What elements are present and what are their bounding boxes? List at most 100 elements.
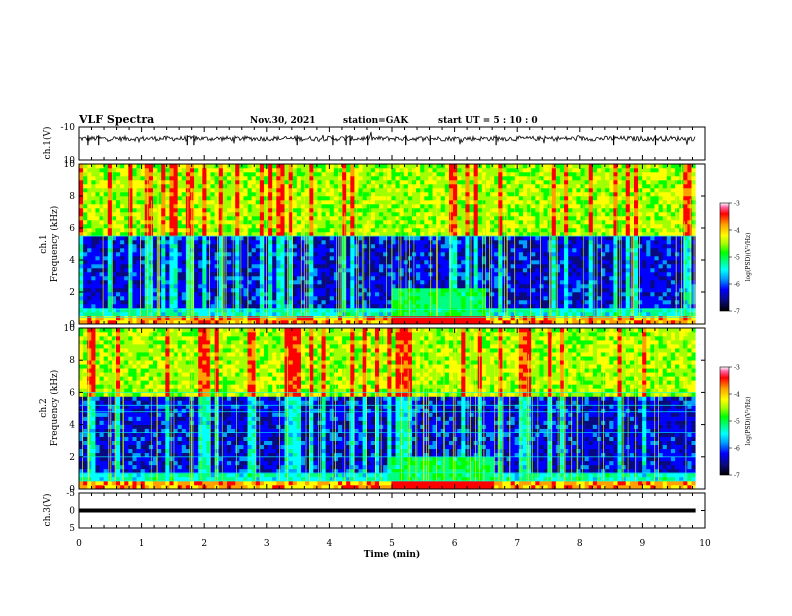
spectrogram-cell [194,292,198,296]
spectrogram-cell [326,224,330,228]
spectrogram-cell [449,264,453,268]
spectrogram-cell [91,192,95,196]
spectrogram-cell [145,312,149,316]
spectrogram-cell [367,244,371,248]
spectrogram-cell [379,236,383,240]
spectrogram-cell [568,284,572,288]
spectrogram-cell [519,316,523,320]
spectrogram-cell [95,184,99,188]
spectrogram-cell [363,204,367,208]
spectrogram-cell [169,224,173,228]
spectrogram-cell [387,236,391,240]
spectrogram-cell [568,288,572,292]
spectrogram-cell [91,300,95,304]
spectrogram-cell [141,296,145,300]
spectrogram-cell [424,216,428,220]
spectrogram-cell [256,200,260,204]
spectrogram-cell [560,184,564,188]
spectrogram-cell [243,268,247,272]
spectrogram-cell [301,192,305,196]
spectrogram-cell [560,244,564,248]
spectrogram-cell [141,264,145,268]
spectrogram-cell [383,204,387,208]
spectrogram-cell [120,208,124,212]
spectrogram-cell [211,164,215,168]
spectrogram-cell [297,288,301,292]
spectrogram-cell [219,216,223,220]
spectrogram-cell [272,264,276,268]
spectrogram-cell [420,312,424,316]
spectrogram-cell [317,204,321,208]
spectrogram-cell [486,220,490,224]
spectrogram-cell [124,212,128,216]
spectrogram-cell [256,212,260,216]
spectrogram-cell [470,316,474,320]
spectrogram-cell [215,296,219,300]
spectrogram-cell [457,188,461,192]
spectrogram-cell [128,180,132,184]
spectrogram-cell [502,192,506,196]
spectrogram-cell [239,204,243,208]
spectrogram-cell [457,224,461,228]
spectrogram-cell [91,248,95,252]
spectrogram-cell [424,220,428,224]
spectrogram-cell [519,192,523,196]
spectrogram-cell [178,228,182,232]
spectrogram-cell [519,248,523,252]
spectrogram-cell [79,304,83,308]
spectrogram-cell [206,260,210,264]
spectrogram-cell [116,292,120,296]
spectrogram-cell [486,168,490,172]
spectrogram-cell [169,280,173,284]
spectrogram-cell [231,188,235,192]
spectrogram-cell [95,264,99,268]
spectrogram-cell [301,188,305,192]
spectrogram-cell [330,244,334,248]
spectrogram-cell [535,172,539,176]
spectrogram-cell [239,240,243,244]
spectrogram-cell [470,256,474,260]
spectrogram-cell [243,300,247,304]
spectrogram-cell [141,244,145,248]
spectrogram-cell [227,236,231,240]
spectrogram-cell [474,236,478,240]
spectrogram-cell [552,272,556,276]
spectrogram-cell [449,296,453,300]
spectrogram-cell [544,204,548,208]
spectrogram-cell [239,184,243,188]
spectrogram-cell [313,244,317,248]
spectrogram-cell [165,216,169,220]
spectrogram-cell [239,276,243,280]
spectrogram-cell [568,208,572,212]
spectrogram-cell [441,248,445,252]
spectrogram-cell [165,168,169,172]
spectrogram-cell [215,208,219,212]
spectrogram-cell [149,244,153,248]
spectrogram-cell [91,280,95,284]
spectrogram-cell [383,208,387,212]
spectrogram-cell [137,176,141,180]
spectrogram-cell [317,304,321,308]
spectrogram-cell [408,256,412,260]
spectrogram-cell [346,244,350,248]
spectrogram-cell [346,296,350,300]
spectrogram-cell [198,256,202,260]
spectrogram-cell [400,212,404,216]
spectrogram-cell [243,172,247,176]
spectrogram-cell [161,284,165,288]
spectrogram-cell [408,184,412,188]
spectrogram-cell [449,300,453,304]
spectrogram-cell [560,248,564,252]
spectrogram-cell [342,288,346,292]
spectrogram-cell [552,228,556,232]
spectrogram-cell [404,316,408,320]
spectrogram-cell [350,272,354,276]
spectrogram-cell [457,228,461,232]
spectrogram-cell [334,196,338,200]
spectrogram-cell [552,192,556,196]
spectrogram-cell [178,180,182,184]
spectrogram-cell [145,176,149,180]
spectrogram-cell [445,164,449,168]
spectrogram-cell [383,228,387,232]
spectrogram-cell [202,240,206,244]
